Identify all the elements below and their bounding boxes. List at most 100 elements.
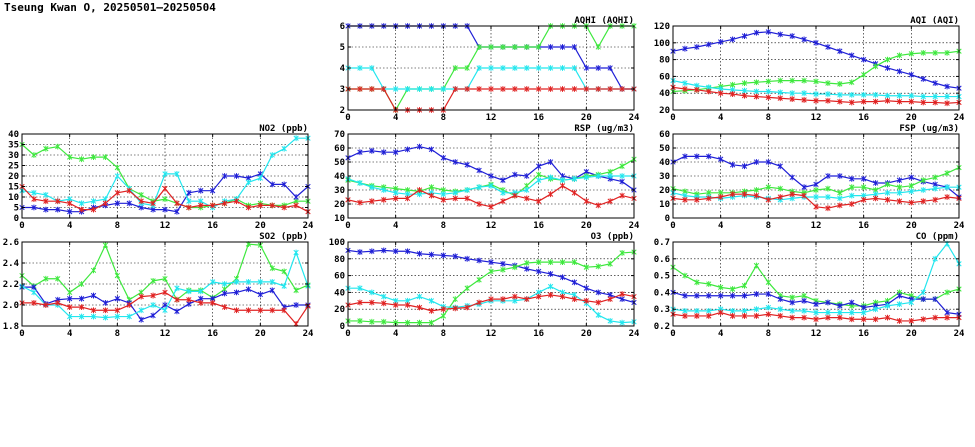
data-point-red xyxy=(293,202,299,209)
data-point-red xyxy=(393,302,399,308)
data-point-blue xyxy=(682,45,688,52)
data-point-cyan xyxy=(908,188,914,195)
data-point-cyan xyxy=(595,173,601,179)
data-point-green xyxy=(536,171,542,178)
y-tick-label: 120 xyxy=(654,22,670,32)
data-point-blue xyxy=(694,292,700,299)
data-point-blue xyxy=(765,159,771,165)
data-point-red xyxy=(896,198,903,205)
y-tick-label: 40 xyxy=(8,130,19,140)
x-tick-label: 16 xyxy=(858,221,869,231)
data-point-red xyxy=(908,318,914,324)
data-point-blue xyxy=(43,206,49,213)
data-point-blue xyxy=(536,163,542,170)
data-point-green xyxy=(741,80,748,87)
data-point-red xyxy=(682,196,688,203)
data-point-blue xyxy=(357,149,363,156)
data-point-red xyxy=(595,299,601,306)
data-point-red xyxy=(729,191,736,198)
data-point-cyan xyxy=(369,184,375,191)
y-tick-label: 20 xyxy=(659,106,670,116)
data-point-green xyxy=(583,264,589,271)
data-point-cyan xyxy=(849,192,855,199)
data-point-cyan xyxy=(813,91,819,97)
x-tick-label: 20 xyxy=(581,329,592,339)
data-point-green xyxy=(90,154,97,160)
y-tick-label: 4 xyxy=(340,64,346,74)
data-point-blue xyxy=(138,316,144,323)
data-point-red xyxy=(198,300,204,306)
data-point-red xyxy=(464,304,470,311)
data-point-cyan xyxy=(896,301,903,308)
data-point-green xyxy=(500,266,506,273)
data-point-cyan xyxy=(694,307,700,314)
data-point-blue xyxy=(114,200,120,207)
data-point-cyan xyxy=(932,255,938,262)
data-point-red xyxy=(162,289,168,296)
data-point-red xyxy=(944,314,950,321)
data-point-cyan xyxy=(31,289,37,296)
data-point-green xyxy=(944,49,950,56)
data-point-red xyxy=(559,86,566,92)
x-tick-label: 0 xyxy=(670,221,675,231)
data-point-red xyxy=(488,86,494,92)
data-point-green xyxy=(813,187,819,193)
data-point-green xyxy=(78,281,85,287)
data-point-green xyxy=(428,184,435,191)
data-point-green xyxy=(932,174,938,181)
data-point-blue xyxy=(789,33,795,39)
y-tick-label: 70 xyxy=(334,130,345,140)
data-point-red xyxy=(31,196,37,202)
data-point-green xyxy=(67,154,73,160)
data-point-cyan xyxy=(607,318,613,324)
x-tick-label: 0 xyxy=(670,113,675,123)
data-point-red xyxy=(861,316,867,323)
data-point-red xyxy=(138,198,144,205)
data-point-red xyxy=(741,92,748,99)
data-point-green xyxy=(512,264,518,271)
data-point-blue xyxy=(896,292,903,299)
data-point-blue xyxy=(837,48,843,55)
x-tick-label: 4 xyxy=(718,221,724,231)
y-tick-label: 60 xyxy=(659,130,670,140)
y-tick-label: 40 xyxy=(659,89,670,99)
y-tick-label: 0.5 xyxy=(654,272,670,282)
data-point-red xyxy=(269,202,275,209)
data-point-red xyxy=(524,195,530,202)
y-tick-label: 2.6 xyxy=(3,238,19,248)
data-point-green xyxy=(920,177,926,184)
y-tick-label: 5 xyxy=(340,43,345,53)
data-point-blue xyxy=(440,252,446,259)
data-point-red xyxy=(281,204,287,211)
data-point-blue xyxy=(813,39,819,46)
data-point-blue xyxy=(186,189,192,196)
y-tick-label: 15 xyxy=(8,183,19,193)
data-point-blue xyxy=(102,300,109,306)
x-tick-label: 4 xyxy=(718,329,724,339)
data-point-red xyxy=(765,94,771,101)
data-point-red xyxy=(381,300,387,307)
data-point-red xyxy=(849,201,855,207)
y-tick-label: 80 xyxy=(334,255,345,265)
chart-aqi: 0 4 8 12 16 20 24 20 40 60 80 100 120 AQI (AQI) xyxy=(654,16,965,123)
data-point-red xyxy=(476,86,482,92)
chart-rsp: 0 4 8 12 16 20 24 10 20 30 40 50 60 70 RSP (ug/m3) xyxy=(334,124,640,231)
data-point-red xyxy=(789,96,795,102)
data-point-blue xyxy=(245,286,252,293)
x-tick-label: 24 xyxy=(303,221,314,231)
data-point-red xyxy=(512,293,518,300)
data-point-cyan xyxy=(150,302,156,308)
data-point-cyan xyxy=(464,187,470,193)
data-point-blue xyxy=(718,156,724,163)
data-point-cyan xyxy=(765,304,771,311)
data-point-red xyxy=(186,204,192,211)
data-point-blue xyxy=(452,159,458,165)
data-point-cyan xyxy=(547,283,554,290)
data-point-red xyxy=(500,296,506,303)
data-point-blue xyxy=(416,250,423,257)
x-tick-label: 24 xyxy=(303,329,314,339)
data-point-green xyxy=(619,163,625,170)
data-point-red xyxy=(488,296,494,303)
x-tick-label: 16 xyxy=(533,113,544,123)
data-point-cyan xyxy=(872,91,879,98)
